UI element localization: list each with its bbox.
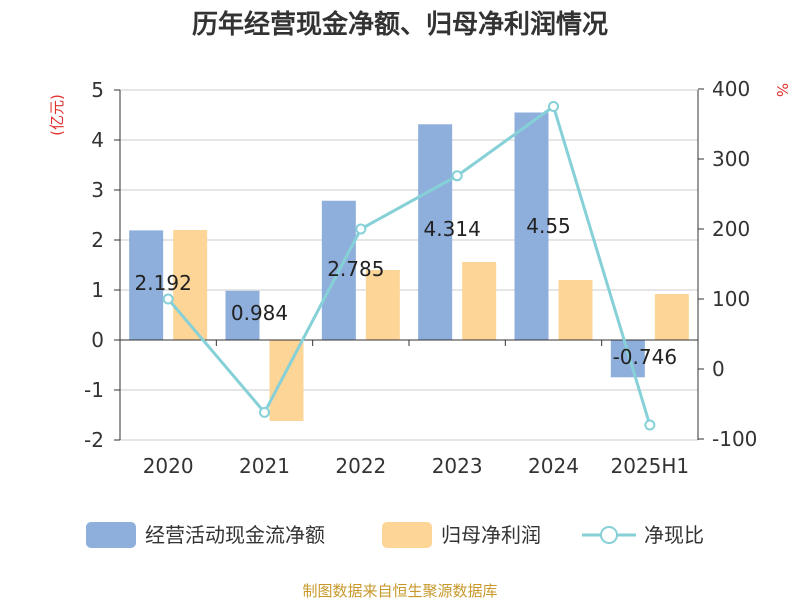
bar-netprofit-2024 bbox=[558, 280, 593, 340]
legend-label: 经营活动现金流净额 bbox=[145, 523, 325, 547]
bar-netprofit-2021 bbox=[269, 340, 304, 421]
ratio-point-2021 bbox=[259, 406, 270, 418]
data-label-2024: 4.55 bbox=[526, 214, 571, 238]
left-axis-tick-label: -2 bbox=[84, 428, 104, 452]
right-axis-tick-label: 100 bbox=[712, 287, 750, 311]
left-axis-unit: (亿元) bbox=[48, 94, 66, 136]
ratio-line bbox=[162, 101, 656, 431]
bar-cashflow-2020 bbox=[129, 230, 164, 340]
legend-item-2[interactable]: 净现比 bbox=[582, 523, 704, 547]
legend-swatch bbox=[382, 522, 432, 548]
axes: 5 4 3 2 1 0 -1 -2 400 300 200 100 0 -100 2020 2021 2022 2… bbox=[84, 77, 757, 478]
legend-swatch bbox=[86, 522, 136, 548]
ratio-point-2024 bbox=[548, 101, 559, 112]
right-axis-tick-label: 0 bbox=[712, 357, 725, 381]
x-axis-tick-label: 2022 bbox=[335, 454, 386, 478]
data-label-2021: 0.984 bbox=[231, 301, 288, 325]
source-note: 制图数据来自恒生聚源数据库 bbox=[302, 582, 497, 600]
ratio-point-2022 bbox=[355, 223, 367, 235]
ratio-point-2023 bbox=[451, 170, 463, 182]
ratio-point-2025h1 bbox=[644, 419, 656, 431]
left-axis-tick-label: 1 bbox=[91, 278, 104, 302]
bar-cashflow-2021 bbox=[225, 290, 260, 340]
left-axis-tick-label: -1 bbox=[84, 378, 104, 402]
data-label-2020: 2.192 bbox=[135, 271, 192, 295]
right-axis-tick-label: 400 bbox=[712, 77, 750, 101]
bar-netprofit-2025h1 bbox=[654, 294, 689, 340]
bars bbox=[129, 112, 689, 421]
right-axis-unit: % bbox=[773, 83, 791, 97]
bar-cashflow-2023 bbox=[418, 124, 453, 340]
grid-lines bbox=[120, 89, 698, 441]
bar-netprofit-2022 bbox=[365, 270, 400, 340]
legend-label: 净现比 bbox=[644, 523, 704, 547]
bar-netprofit-2023 bbox=[462, 262, 497, 340]
legend[interactable]: 经营活动现金流净额 归母净利润 净现比 bbox=[86, 522, 704, 548]
left-axis-tick-label: 2 bbox=[91, 228, 104, 252]
left-axis-tick-label: 5 bbox=[91, 78, 104, 102]
x-axis-tick-label: 2024 bbox=[528, 454, 579, 478]
x-axis-tick-label: 2023 bbox=[432, 454, 483, 478]
legend-item-0[interactable]: 经营活动现金流净额 bbox=[86, 522, 325, 548]
bar-netprofit-2020 bbox=[173, 230, 208, 340]
ratio-point-2020 bbox=[162, 293, 174, 305]
data-label-2023: 4.314 bbox=[424, 217, 481, 241]
x-axis-tick-label: 2025H1 bbox=[610, 454, 689, 478]
ratio-line-path bbox=[167, 104, 652, 426]
chart-title: 历年经营现金净额、归母净利润情况 bbox=[192, 9, 608, 40]
right-axis-tick-label: -100 bbox=[712, 427, 757, 451]
bar-cashflow-2025h1 bbox=[610, 340, 645, 378]
x-axis-tick-label: 2021 bbox=[239, 454, 290, 478]
legend-label: 归母净利润 bbox=[441, 523, 541, 547]
data-labels: 2.192 0.984 2.785 4.314 4.55 -0.746 bbox=[135, 214, 678, 369]
legend-item-1[interactable]: 归母净利润 bbox=[382, 522, 541, 548]
right-axis-tick-label: 300 bbox=[712, 147, 750, 171]
x-axis-tick-label: 2020 bbox=[143, 454, 194, 478]
left-axis-tick-label: 3 bbox=[91, 178, 104, 202]
bar-cashflow-2024 bbox=[514, 112, 549, 340]
left-axis-tick-label: 4 bbox=[91, 128, 104, 152]
data-label-2022: 2.785 bbox=[327, 257, 384, 281]
right-axis-tick-label: 200 bbox=[712, 217, 750, 241]
left-axis-tick-label: 0 bbox=[91, 328, 104, 352]
data-label-2025h1: -0.746 bbox=[613, 345, 677, 369]
legend-marker bbox=[600, 526, 618, 544]
